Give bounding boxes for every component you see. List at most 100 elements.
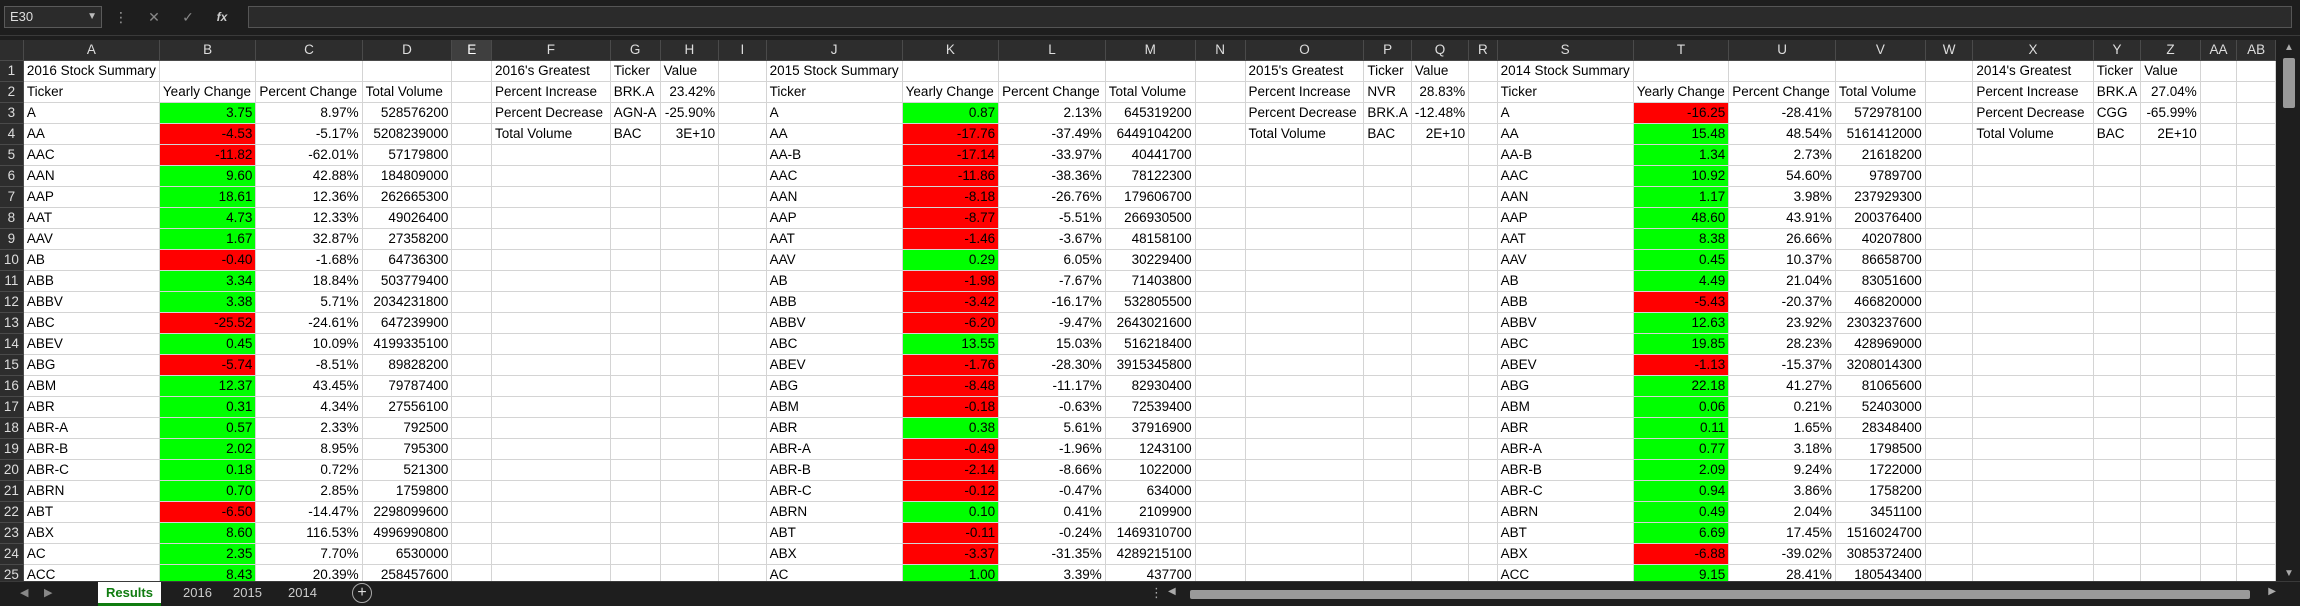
cell-f7[interactable]: [491, 186, 611, 208]
cell-n8[interactable]: [1195, 207, 1246, 229]
cell-p5[interactable]: [1363, 144, 1412, 166]
cell-ab22[interactable]: [2236, 501, 2276, 523]
cell-s7[interactable]: AAN: [1497, 186, 1634, 208]
cell-f6[interactable]: [491, 165, 611, 187]
cell-d1[interactable]: [362, 60, 453, 82]
cell-e24[interactable]: [451, 543, 492, 565]
cell-a22[interactable]: ABT: [23, 501, 160, 523]
cell-p21[interactable]: [1363, 480, 1412, 502]
cell-d18[interactable]: 792500: [362, 417, 453, 439]
cell-s8[interactable]: AAP: [1497, 207, 1634, 229]
column-header-i[interactable]: I: [718, 40, 767, 61]
row-header[interactable]: 14: [0, 333, 24, 355]
cell-aa16[interactable]: [2200, 375, 2238, 397]
cell-aa23[interactable]: [2200, 522, 2238, 544]
cell-p11[interactable]: [1363, 270, 1412, 292]
cell-m18[interactable]: 37916900: [1105, 417, 1196, 439]
cell-y1[interactable]: Ticker: [2093, 60, 2142, 82]
cell-g8[interactable]: [610, 207, 661, 229]
cell-h12[interactable]: [660, 291, 720, 313]
cell-z18[interactable]: [2140, 417, 2201, 439]
cell-x6[interactable]: [1972, 165, 2094, 187]
cell-o7[interactable]: [1245, 186, 1365, 208]
cell-o2[interactable]: Percent Increase: [1245, 81, 1365, 103]
cell-f20[interactable]: [491, 459, 611, 481]
cell-j14[interactable]: ABC: [766, 333, 903, 355]
cell-h6[interactable]: [660, 165, 720, 187]
cell-y4[interactable]: BAC: [2093, 123, 2142, 145]
sheet-tab-results[interactable]: Results: [98, 582, 161, 606]
cell-b7[interactable]: 18.61: [159, 186, 257, 208]
cell-d22[interactable]: 2298099600: [362, 501, 453, 523]
cell-g12[interactable]: [610, 291, 661, 313]
cell-n11[interactable]: [1195, 270, 1246, 292]
cell-c25[interactable]: 20.39%: [255, 564, 363, 581]
cell-m10[interactable]: 30229400: [1105, 249, 1196, 271]
cell-l6[interactable]: -38.36%: [998, 165, 1106, 187]
cell-d15[interactable]: 89828200: [362, 354, 453, 376]
cell-h24[interactable]: [660, 543, 720, 565]
cell-h20[interactable]: [660, 459, 720, 481]
cell-aa17[interactable]: [2200, 396, 2238, 418]
cell-q16[interactable]: [1411, 375, 1470, 397]
cell-ab25[interactable]: [2236, 564, 2276, 581]
cell-b21[interactable]: 0.70: [159, 480, 257, 502]
cell-f1[interactable]: 2016's Greatest: [491, 60, 611, 82]
cell-a11[interactable]: ABB: [23, 270, 160, 292]
cell-z2[interactable]: 27.04%: [2140, 81, 2201, 103]
cell-g3[interactable]: AGN-A: [610, 102, 661, 124]
cell-a16[interactable]: ABM: [23, 375, 160, 397]
cell-v8[interactable]: 200376400: [1835, 207, 1926, 229]
cell-k15[interactable]: -1.76: [902, 354, 1000, 376]
cell-i13[interactable]: [718, 312, 767, 334]
cell-c20[interactable]: 0.72%: [255, 459, 363, 481]
cell-p3[interactable]: BRK.A: [1363, 102, 1412, 124]
cell-r15[interactable]: [1468, 354, 1498, 376]
column-header-h[interactable]: H: [660, 40, 720, 61]
cell-h5[interactable]: [660, 144, 720, 166]
cell-n4[interactable]: [1195, 123, 1246, 145]
cell-m14[interactable]: 516218400: [1105, 333, 1196, 355]
cell-q11[interactable]: [1411, 270, 1470, 292]
cell-m5[interactable]: 40441700: [1105, 144, 1196, 166]
cell-j9[interactable]: AAT: [766, 228, 903, 250]
cell-a18[interactable]: ABR-A: [23, 417, 160, 439]
cell-q6[interactable]: [1411, 165, 1470, 187]
cell-b13[interactable]: -25.52: [159, 312, 257, 334]
cell-r3[interactable]: [1468, 102, 1498, 124]
cell-n1[interactable]: [1195, 60, 1246, 82]
vertical-scroll-thumb[interactable]: [2283, 58, 2295, 108]
row-header[interactable]: 9: [0, 228, 24, 250]
cell-f9[interactable]: [491, 228, 611, 250]
cell-h25[interactable]: [660, 564, 720, 581]
cell-m12[interactable]: 532805500: [1105, 291, 1196, 313]
cell-k20[interactable]: -2.14: [902, 459, 1000, 481]
cell-e11[interactable]: [451, 270, 492, 292]
cell-o12[interactable]: [1245, 291, 1365, 313]
cell-n19[interactable]: [1195, 438, 1246, 460]
cell-m22[interactable]: 2109900: [1105, 501, 1196, 523]
cell-x5[interactable]: [1972, 144, 2094, 166]
cell-l11[interactable]: -7.67%: [998, 270, 1106, 292]
row-header[interactable]: 17: [0, 396, 24, 418]
cell-h18[interactable]: [660, 417, 720, 439]
cell-a2[interactable]: Ticker: [23, 81, 160, 103]
cell-i2[interactable]: [718, 81, 767, 103]
cell-u7[interactable]: 3.98%: [1728, 186, 1836, 208]
cell-x2[interactable]: Percent Increase: [1972, 81, 2094, 103]
cell-p14[interactable]: [1363, 333, 1412, 355]
cell-n12[interactable]: [1195, 291, 1246, 313]
cell-c15[interactable]: -8.51%: [255, 354, 363, 376]
cell-k6[interactable]: -11.86: [902, 165, 1000, 187]
cell-q20[interactable]: [1411, 459, 1470, 481]
cell-r23[interactable]: [1468, 522, 1498, 544]
cell-v17[interactable]: 52403000: [1835, 396, 1926, 418]
cell-f3[interactable]: Percent Decrease: [491, 102, 611, 124]
row-header[interactable]: 19: [0, 438, 24, 460]
cell-l17[interactable]: -0.63%: [998, 396, 1106, 418]
cell-p10[interactable]: [1363, 249, 1412, 271]
row-header[interactable]: 13: [0, 312, 24, 334]
cell-z7[interactable]: [2140, 186, 2201, 208]
cell-n5[interactable]: [1195, 144, 1246, 166]
cell-i23[interactable]: [718, 522, 767, 544]
